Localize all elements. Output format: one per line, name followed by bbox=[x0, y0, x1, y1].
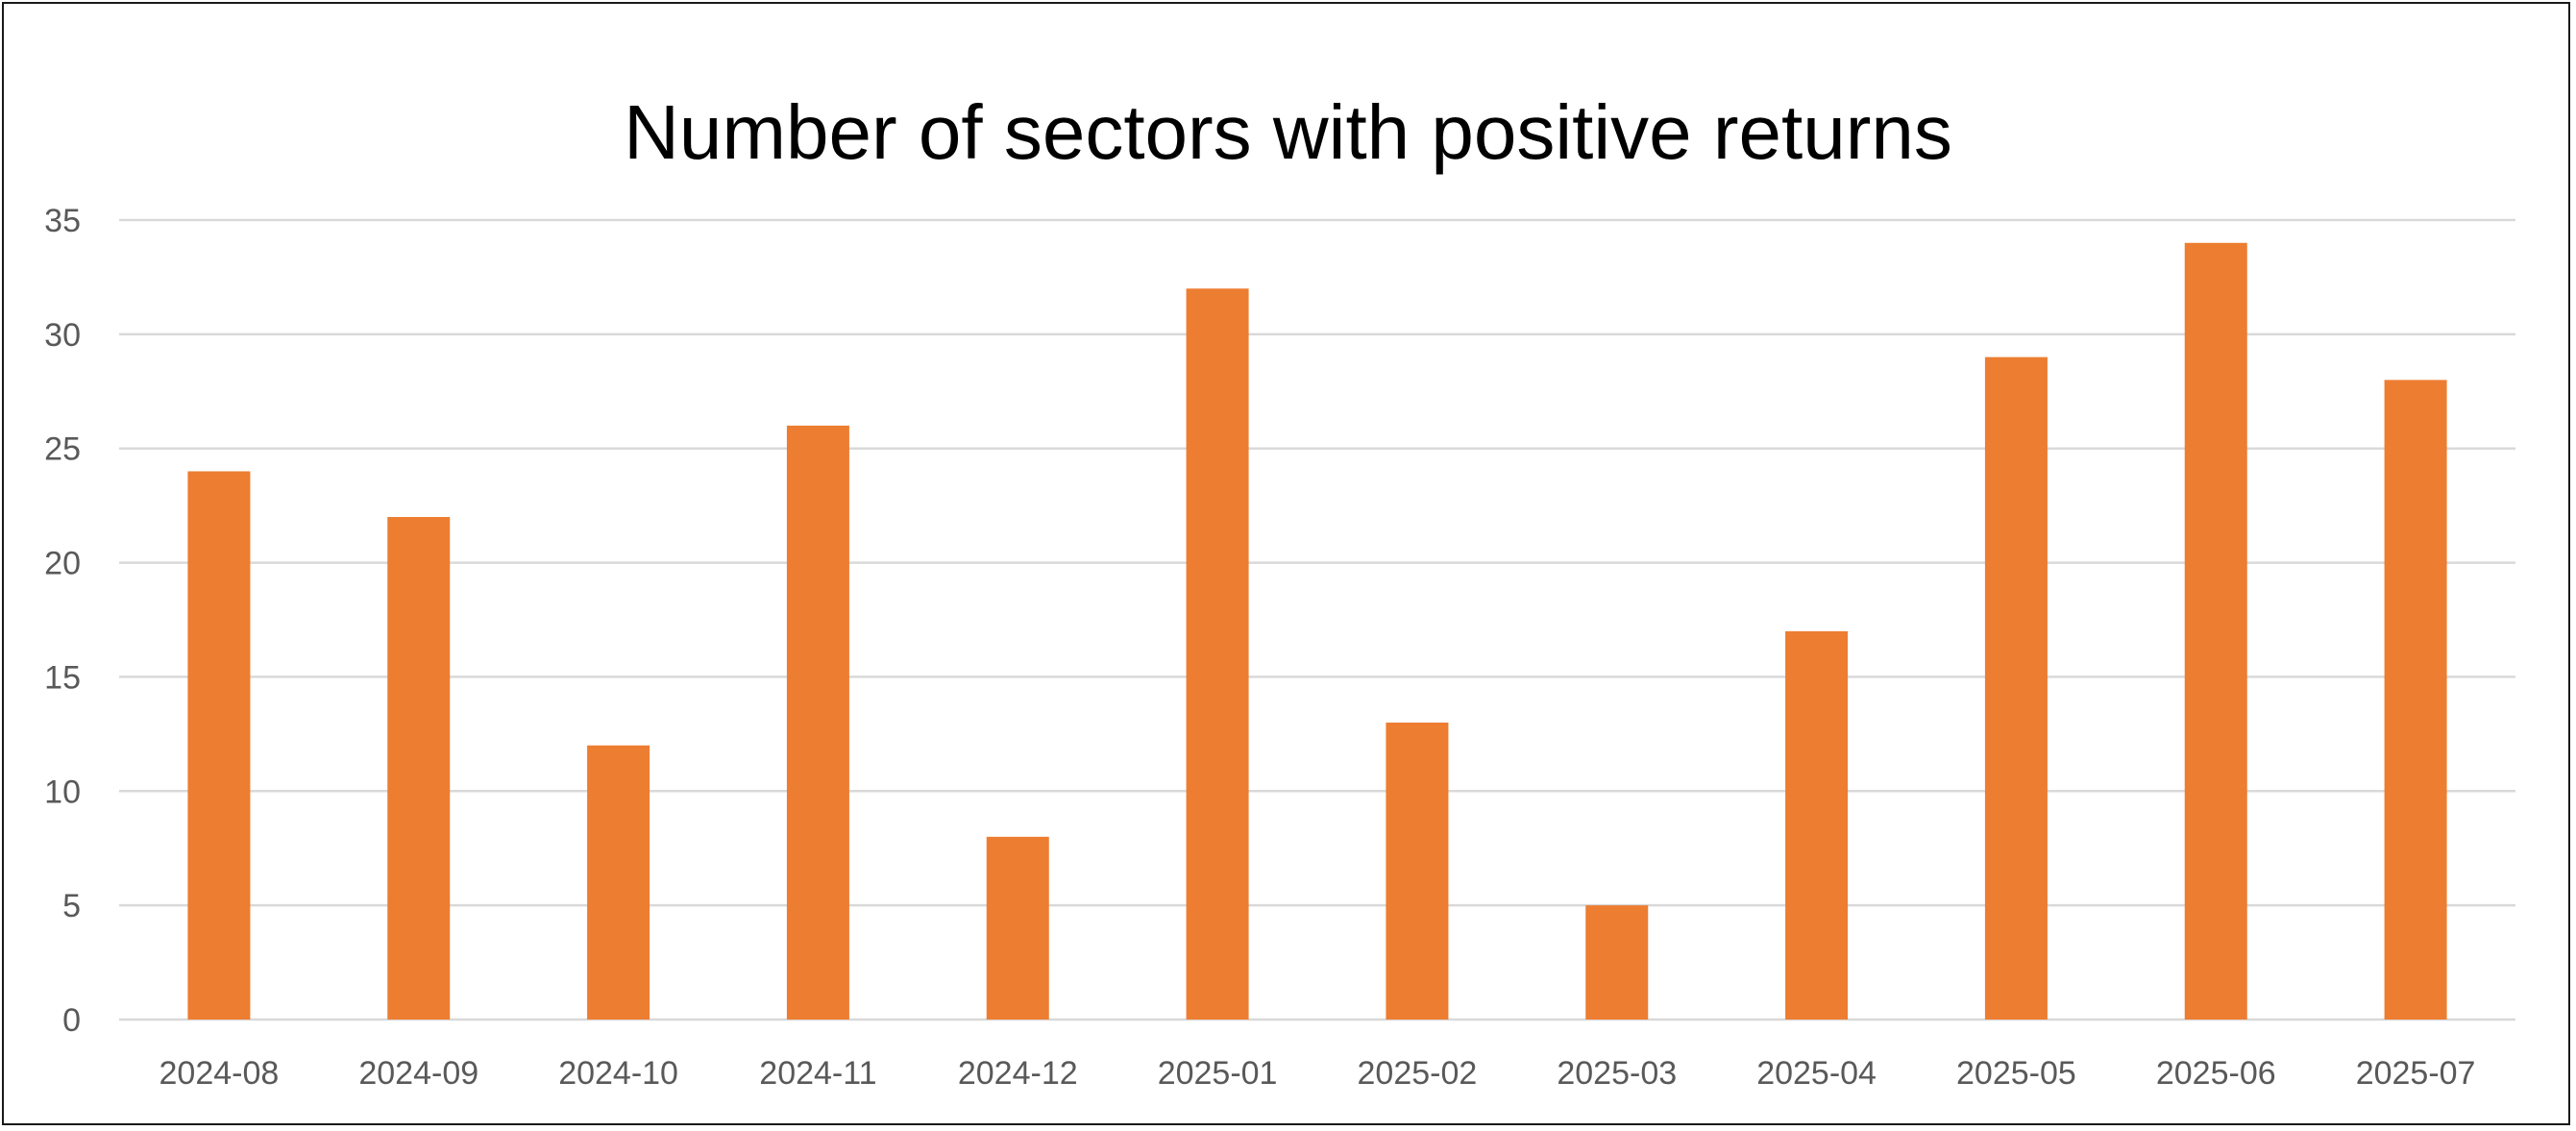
bar-2025-06 bbox=[2184, 242, 2247, 1020]
bar-2025-04 bbox=[1785, 630, 1849, 1020]
y-tick-label: 15 bbox=[44, 659, 81, 696]
bar-2024-10 bbox=[587, 745, 650, 1020]
x-axis-tick-labels: 2024-08 2024-09 2024-10 2024-11 2024-12 2025-… bbox=[159, 1055, 2476, 1092]
gridlines bbox=[119, 218, 2515, 1021]
bar-2025-03 bbox=[1585, 905, 1649, 1020]
x-tick-label: 2024-09 bbox=[358, 1055, 478, 1092]
x-tick-label: 2024-11 bbox=[759, 1055, 876, 1092]
y-tick-label: 5 bbox=[62, 888, 81, 924]
y-tick-label: 10 bbox=[44, 774, 81, 810]
y-axis-tick-labels: 0 5 10 15 20 25 30 35 bbox=[44, 203, 81, 1039]
y-tick-label: 20 bbox=[44, 546, 81, 582]
bar-2025-02 bbox=[1386, 722, 1449, 1020]
chart-title: Number of sectors with positive returns bbox=[624, 89, 1952, 175]
x-tick-label: 2024-08 bbox=[159, 1055, 280, 1092]
x-tick-label: 2025-07 bbox=[2356, 1055, 2476, 1092]
x-tick-label: 2025-01 bbox=[1158, 1055, 1278, 1092]
bar-2024-11 bbox=[786, 425, 849, 1020]
y-tick-label: 30 bbox=[44, 317, 81, 354]
bar-2025-07 bbox=[2384, 380, 2447, 1020]
bars bbox=[187, 242, 2447, 1020]
bar-2025-05 bbox=[1984, 357, 2048, 1020]
x-tick-label: 2025-03 bbox=[1557, 1055, 1677, 1092]
x-tick-label: 2024-10 bbox=[558, 1055, 678, 1092]
y-tick-label: 0 bbox=[62, 1002, 81, 1039]
bar-2024-09 bbox=[387, 517, 451, 1020]
x-tick-label: 2025-06 bbox=[2156, 1055, 2276, 1092]
bar-2024-08 bbox=[187, 471, 251, 1020]
y-tick-label: 35 bbox=[44, 203, 81, 239]
bar-2025-01 bbox=[1186, 288, 1249, 1020]
x-tick-label: 2024-12 bbox=[958, 1055, 1078, 1092]
y-tick-label: 25 bbox=[44, 431, 81, 468]
x-tick-label: 2025-02 bbox=[1358, 1055, 1478, 1092]
x-tick-label: 2025-04 bbox=[1756, 1055, 1877, 1092]
bar-2024-12 bbox=[986, 836, 1049, 1020]
x-tick-label: 2025-05 bbox=[1956, 1055, 2076, 1092]
